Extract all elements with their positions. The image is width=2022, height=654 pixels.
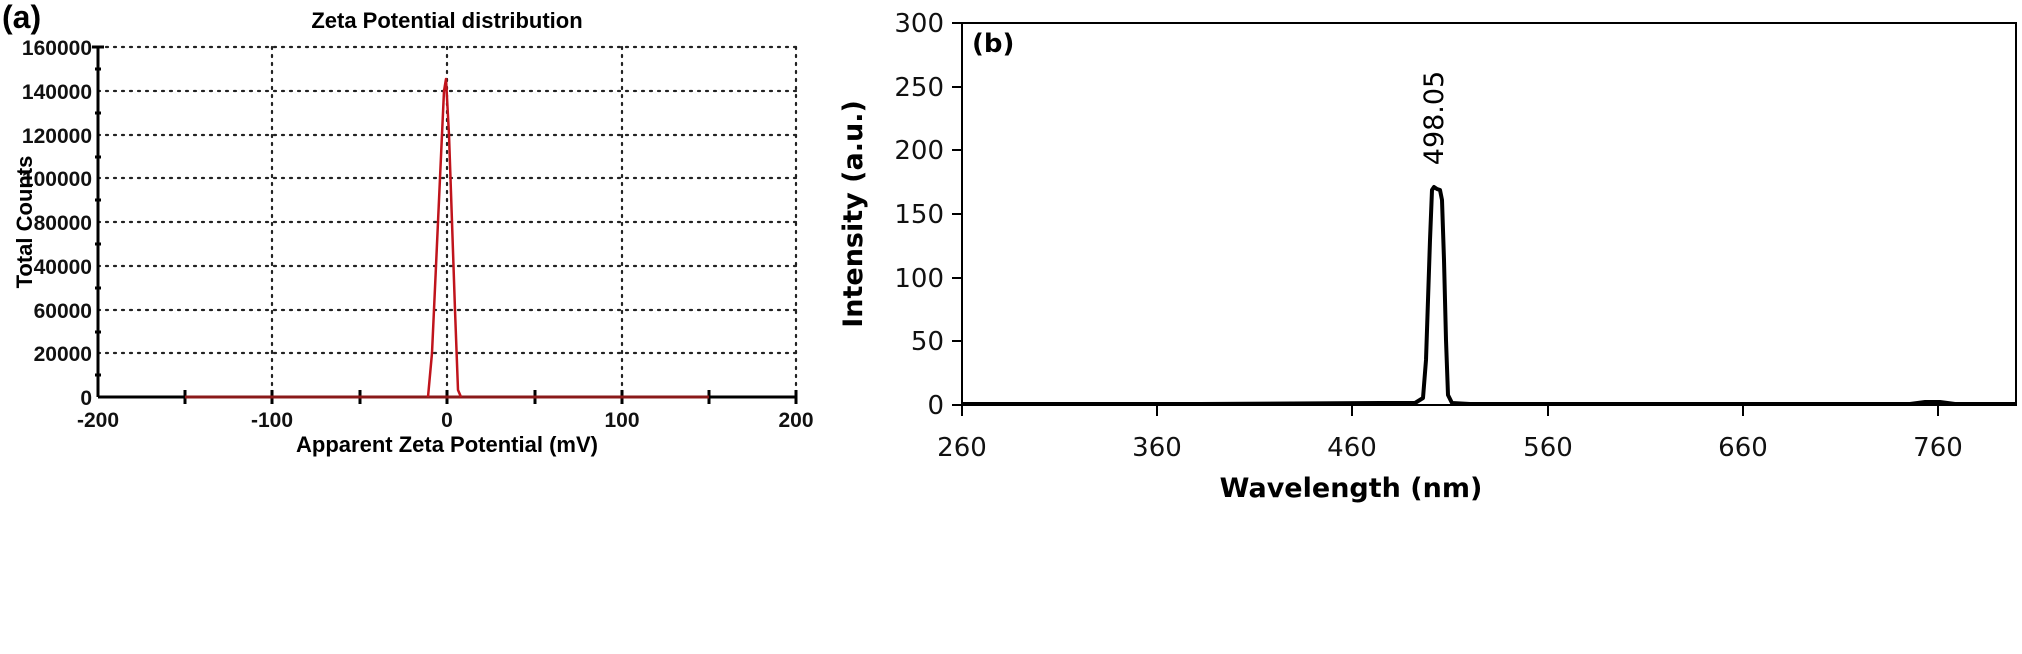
x-tick: 0 <box>441 409 453 432</box>
y-tick: 140000 <box>22 81 92 104</box>
x-tick: 100 <box>604 409 639 432</box>
plot-frame <box>961 22 2017 406</box>
panel-label-b: (b) <box>972 29 1014 59</box>
x-tick: 660 <box>1718 433 1768 463</box>
y-tick: 100 <box>894 264 944 294</box>
y-axis-label: Intensity (a.u.) <box>838 100 869 328</box>
zeta-peak-series <box>426 77 463 398</box>
y-tick-labels: 160000 140000 120000 100000 80000 40000 … <box>22 37 92 410</box>
x-axis-label: Wavelength (nm) <box>1220 473 1483 504</box>
y-tick: 300 <box>894 9 944 39</box>
x-tick-labels: 260 360 460 560 660 760 <box>937 433 1963 463</box>
y-axis-label: Total Counts <box>12 156 37 289</box>
x-tick: 200 <box>778 409 813 432</box>
emission-spectrum-panel: 300 250 200 150 100 50 0 260 360 460 560… <box>830 0 2022 654</box>
peak-annotation: 498.05 <box>1419 71 1450 165</box>
y-ticks <box>952 22 962 406</box>
y-tick: 50 <box>911 327 944 357</box>
x-tick-labels: -200 -100 0 100 200 <box>77 409 814 432</box>
y-tick: 150 <box>894 200 944 230</box>
x-tick: 560 <box>1523 433 1573 463</box>
y-tick: 0 <box>80 387 92 410</box>
emission-series <box>962 185 2016 406</box>
x-tick: -200 <box>77 409 119 432</box>
x-tick: 360 <box>1132 433 1182 463</box>
y-tick: 250 <box>894 73 944 103</box>
zeta-potential-chart: 160000 140000 120000 100000 80000 40000 … <box>2 0 814 457</box>
x-axis-label: Apparent Zeta Potential (mV) <box>296 432 598 457</box>
y-tick: 40000 <box>34 256 92 279</box>
y-tick: 80000 <box>34 212 92 235</box>
x-tick: -100 <box>251 409 293 432</box>
y-tick-labels: 300 250 200 150 100 50 0 <box>894 9 944 421</box>
x-tick: 760 <box>1913 433 1963 463</box>
y-tick: 60000 <box>34 300 92 323</box>
y-tick: 200 <box>894 136 944 166</box>
x-tick: 260 <box>937 433 987 463</box>
y-tick: 120000 <box>22 125 92 148</box>
chart-title: Zeta Potential distribution <box>311 8 582 33</box>
y-tick: 20000 <box>34 343 92 366</box>
panel-label-a: (a) <box>2 0 41 35</box>
y-tick: 0 <box>927 391 944 421</box>
y-tick: 100000 <box>22 168 92 191</box>
y-tick: 160000 <box>22 37 92 60</box>
x-tick: 460 <box>1327 433 1377 463</box>
emission-spectrum-chart: 300 250 200 150 100 50 0 260 360 460 560… <box>838 9 2017 504</box>
zeta-potential-panel: 160000 140000 120000 100000 80000 40000 … <box>0 0 820 654</box>
x-ticks <box>961 405 1939 416</box>
